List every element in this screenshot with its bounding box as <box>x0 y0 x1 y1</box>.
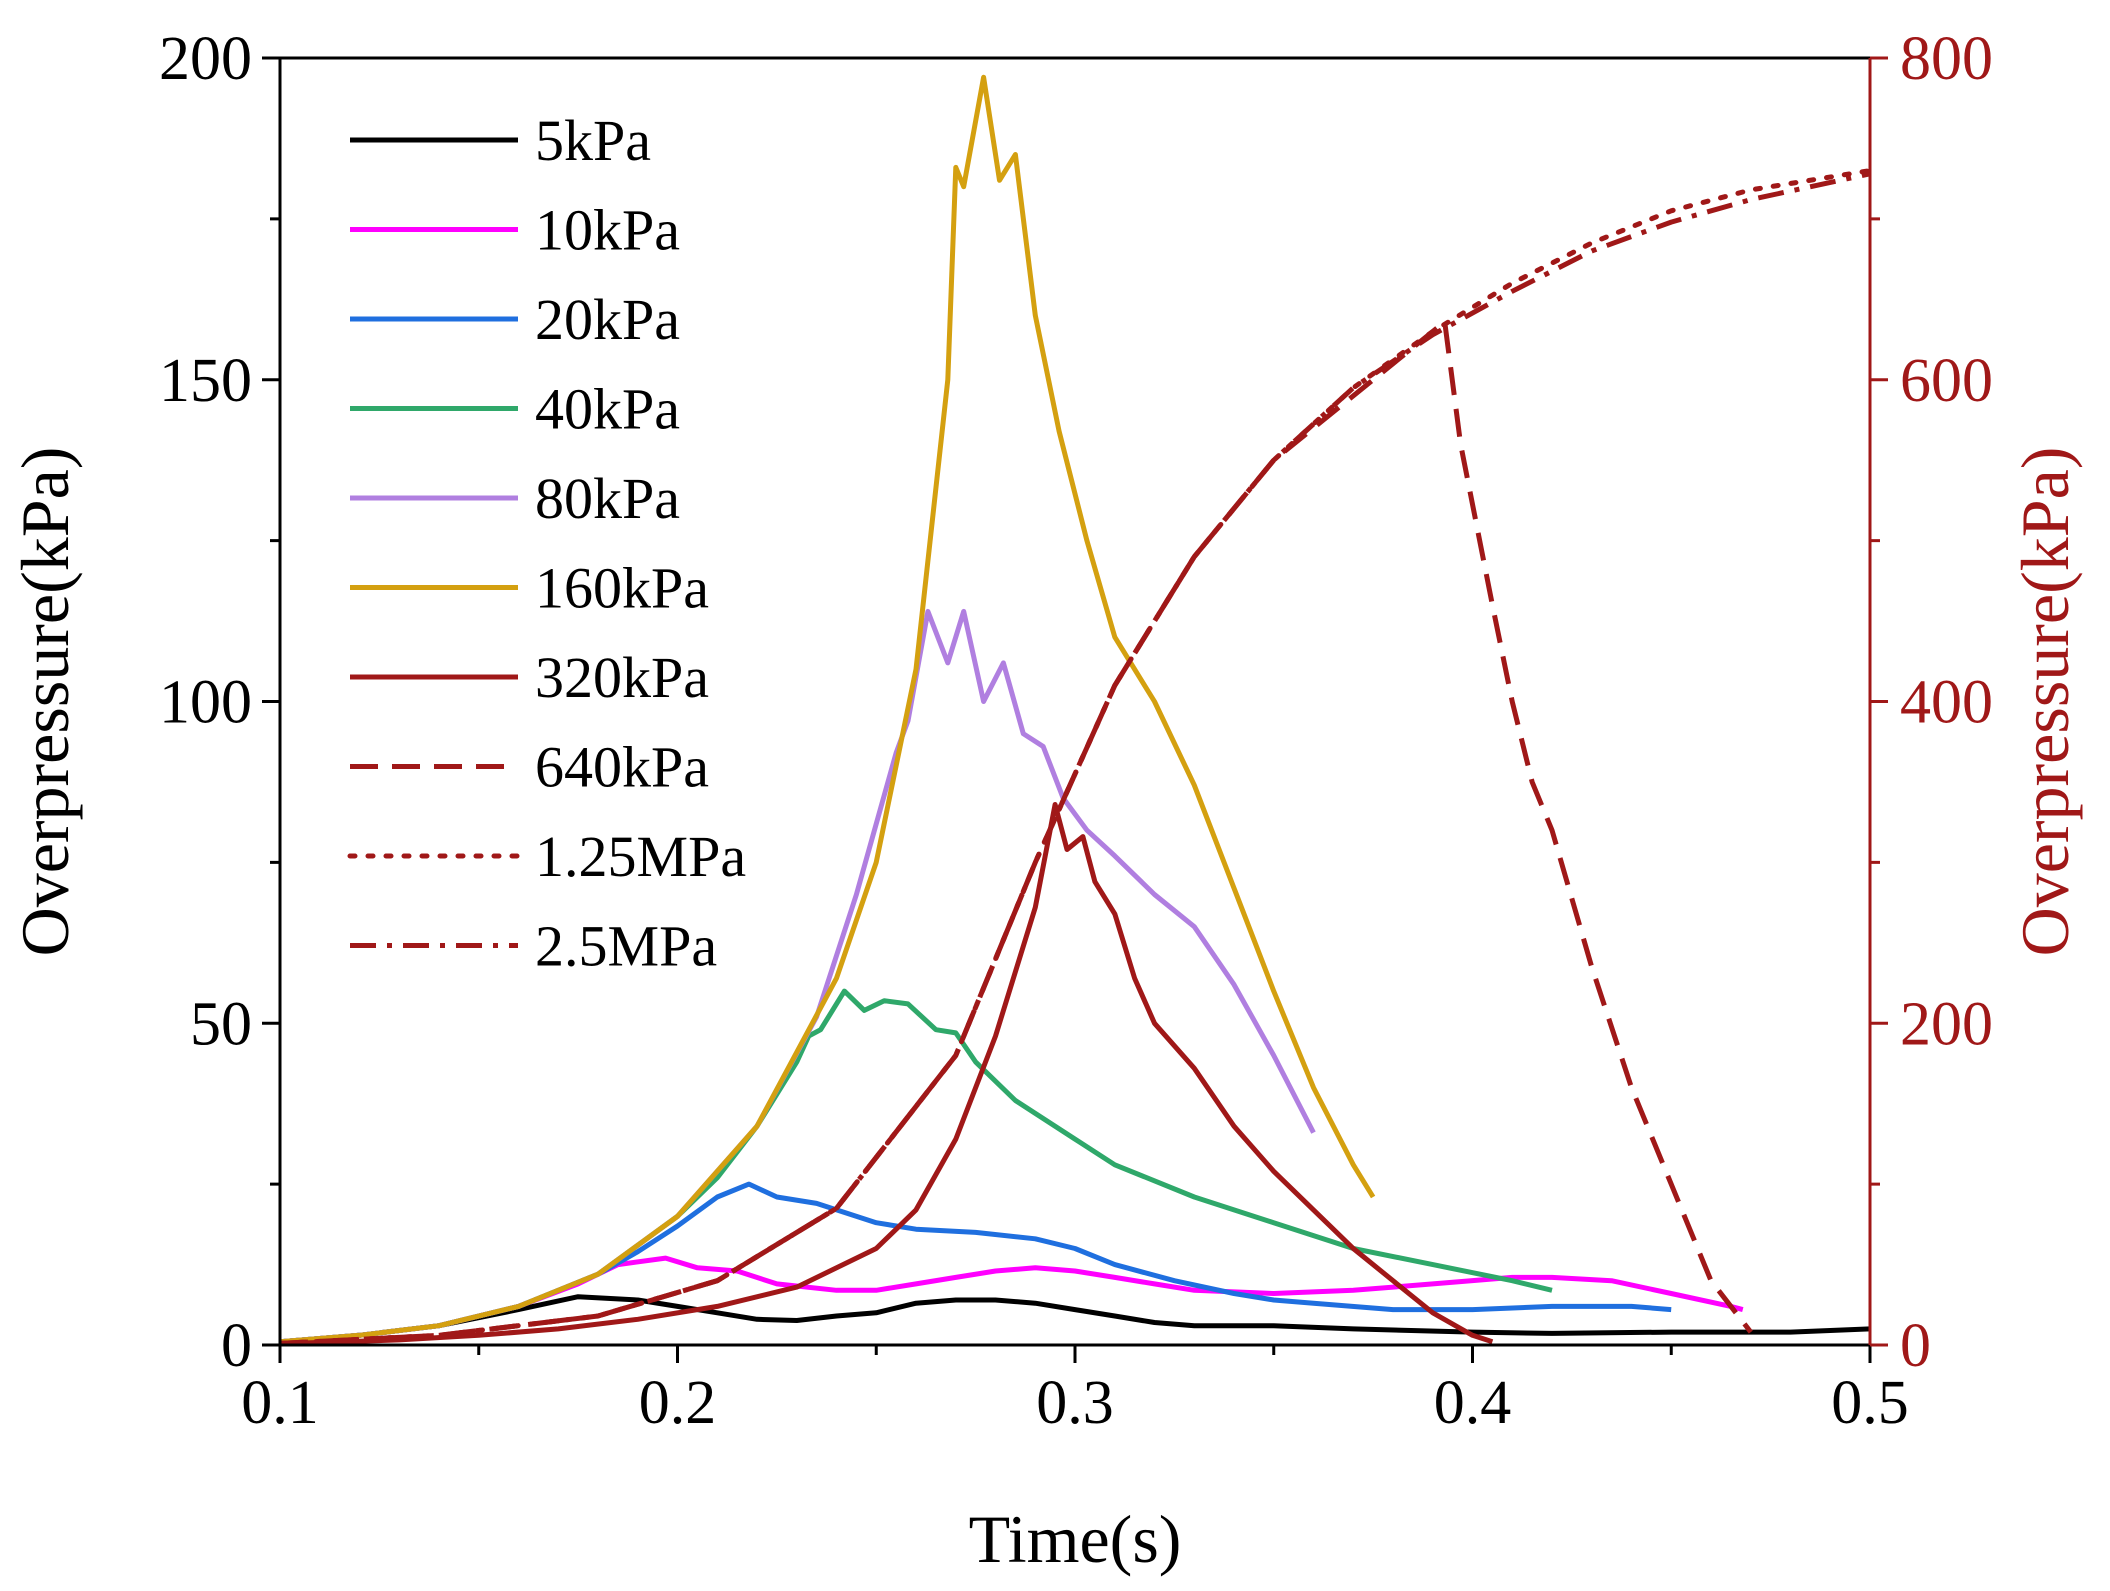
y-axis-title: Overpressure(kPa) <box>7 447 83 957</box>
plot-layer <box>280 74 1870 1345</box>
x-tick-label: 0.4 <box>1434 1369 1512 1437</box>
legend-label-80kpa: 80kPa <box>535 466 680 531</box>
x-tick-label: 0.2 <box>639 1369 717 1437</box>
y-tick-label: 50 <box>190 990 252 1058</box>
legend-label-160kpa: 160kPa <box>535 556 709 621</box>
y2-tick-label: 0 <box>1900 1312 1931 1380</box>
legend-label-5kpa: 5kPa <box>535 108 651 173</box>
legend-label-640kpa: 640kPa <box>535 735 709 800</box>
x-axis-title: Time(s) <box>969 1501 1182 1577</box>
series-line-160kpa <box>280 74 1376 1345</box>
series-line-5kpa <box>280 1294 1870 1345</box>
series-line-1-25mpa <box>280 168 1870 1345</box>
legend-label-10kpa: 10kPa <box>535 198 680 263</box>
legend: 5kPa 10kPa 20kPa 40kPa 80kPa 160kPa 320kPa 640k… <box>347 108 746 979</box>
y2-tick-label: 200 <box>1900 990 1993 1058</box>
y2-axis-title: Overpressure(kPa) <box>2007 447 2083 957</box>
y-tick-label: 200 <box>159 25 252 93</box>
y-tick-label: 0 <box>221 1312 252 1380</box>
y-tick-label: 100 <box>159 669 252 737</box>
legend-label-40kpa: 40kPa <box>535 377 680 442</box>
y-tick-label: 150 <box>159 347 252 415</box>
legend-label-320kpa: 320kPa <box>535 645 709 710</box>
x-tick-label: 0.5 <box>1831 1369 1909 1437</box>
legend-label-20kpa: 20kPa <box>535 287 680 352</box>
y2-tick-label: 600 <box>1900 347 1993 415</box>
y2-tick-label: 800 <box>1900 25 1993 93</box>
series-line-320kpa <box>280 802 1494 1345</box>
legend-label-2-5mpa: 2.5MPa <box>535 914 717 979</box>
series-line-2-5mpa <box>280 171 1870 1345</box>
x-tick-label: 0.1 <box>241 1369 319 1437</box>
series-line-640kpa <box>280 319 1753 1345</box>
y2-tick-label: 400 <box>1900 669 1993 737</box>
x-tick-label: 0.3 <box>1036 1369 1114 1437</box>
legend-label-1-25mpa: 1.25MPa <box>535 824 746 889</box>
